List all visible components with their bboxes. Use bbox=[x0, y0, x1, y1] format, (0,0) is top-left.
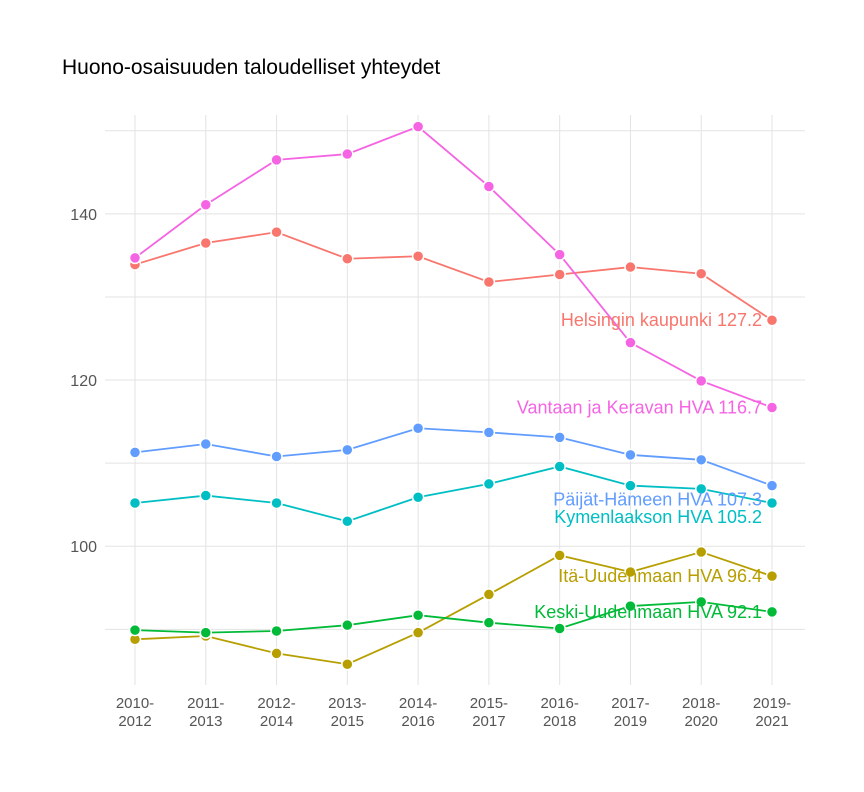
data-point bbox=[341, 252, 354, 265]
series-line bbox=[134, 125, 773, 409]
data-point bbox=[341, 443, 354, 457]
x-tick-label: 2014-2016 bbox=[399, 695, 437, 730]
data-point bbox=[411, 608, 425, 622]
data-point bbox=[765, 605, 779, 619]
data-point bbox=[270, 450, 283, 463]
y-tick-label: 100 bbox=[70, 539, 97, 556]
data-point bbox=[765, 401, 779, 414]
x-tick-label: 2013-2015 bbox=[328, 695, 366, 730]
data-point bbox=[341, 618, 354, 632]
data-point bbox=[199, 626, 213, 639]
data-point bbox=[765, 496, 779, 510]
data-point bbox=[624, 448, 637, 462]
data-point bbox=[482, 616, 496, 629]
data-point bbox=[411, 626, 425, 639]
y-tick-label: 120 bbox=[70, 373, 97, 390]
data-point bbox=[270, 624, 283, 638]
data-point bbox=[765, 313, 779, 327]
data-point bbox=[411, 120, 425, 133]
data-point bbox=[341, 657, 354, 671]
x-tick-label: 2018-2020 bbox=[682, 695, 720, 730]
data-point bbox=[199, 489, 213, 502]
x-tick-label: 2019-2021 bbox=[753, 695, 791, 730]
series-line bbox=[134, 465, 773, 523]
series-end-label: Keski-Uudenmaan HVA 92.1 bbox=[534, 602, 762, 622]
data-point bbox=[411, 490, 425, 504]
data-point bbox=[482, 588, 496, 601]
series-end-label: Kymenlaakson HVA 105.2 bbox=[554, 507, 762, 527]
data-point bbox=[694, 453, 708, 467]
x-tick-label: 2016-2018 bbox=[540, 695, 578, 730]
data-point bbox=[270, 225, 283, 239]
data-point bbox=[199, 198, 213, 211]
data-point bbox=[553, 248, 566, 261]
chart-title: Huono-osaisuuden taloudelliset yhteydet bbox=[62, 56, 441, 79]
data-point bbox=[624, 336, 637, 349]
data-point bbox=[694, 374, 708, 388]
data-point bbox=[341, 515, 354, 528]
data-point bbox=[199, 437, 213, 451]
series-end-label: Helsingin kaupunki 127.2 bbox=[561, 310, 762, 330]
x-tick-label: 2011-2013 bbox=[187, 695, 224, 730]
data-point bbox=[128, 446, 142, 459]
data-point bbox=[482, 180, 496, 193]
data-point bbox=[270, 153, 283, 167]
x-tick-label: 2012-2014 bbox=[257, 695, 295, 730]
data-point bbox=[128, 623, 142, 637]
data-point bbox=[128, 496, 142, 510]
data-point bbox=[624, 260, 637, 274]
data-point bbox=[128, 251, 142, 265]
data-point bbox=[411, 422, 425, 435]
data-point bbox=[553, 622, 566, 635]
data-point bbox=[482, 426, 496, 439]
x-tick-label: 2010-2012 bbox=[116, 695, 154, 730]
data-point bbox=[270, 496, 283, 510]
data-point bbox=[553, 549, 566, 562]
x-tick-label: 2017-2019 bbox=[611, 695, 649, 730]
series-line bbox=[134, 231, 773, 321]
data-point bbox=[553, 460, 566, 473]
data-point bbox=[624, 479, 637, 492]
data-point bbox=[482, 275, 496, 289]
y-tick-label: 140 bbox=[70, 207, 97, 224]
data-point bbox=[411, 250, 425, 263]
series-end-label: Päijät-Hämeen HVA 107.3 bbox=[553, 490, 762, 510]
series-line bbox=[134, 601, 773, 634]
data-point bbox=[270, 647, 283, 660]
data-point bbox=[482, 477, 496, 491]
data-point bbox=[694, 595, 708, 609]
series-line bbox=[134, 551, 773, 666]
x-tick-label: 2015-2017 bbox=[470, 695, 508, 730]
data-point bbox=[553, 431, 566, 444]
series-end-label: Itä-Uudenmaan HVA 96.4 bbox=[558, 566, 762, 586]
data-point bbox=[341, 147, 354, 161]
data-point bbox=[553, 268, 566, 281]
data-point bbox=[199, 236, 213, 250]
data-point bbox=[624, 599, 637, 613]
data-point bbox=[694, 482, 708, 496]
data-point bbox=[624, 565, 637, 579]
series-end-label: Vantaan ja Keravan HVA 116.7 bbox=[517, 397, 762, 417]
data-point bbox=[694, 267, 708, 280]
series-line bbox=[134, 427, 773, 487]
data-point bbox=[765, 479, 779, 492]
data-point bbox=[694, 545, 708, 559]
data-point bbox=[765, 569, 779, 583]
